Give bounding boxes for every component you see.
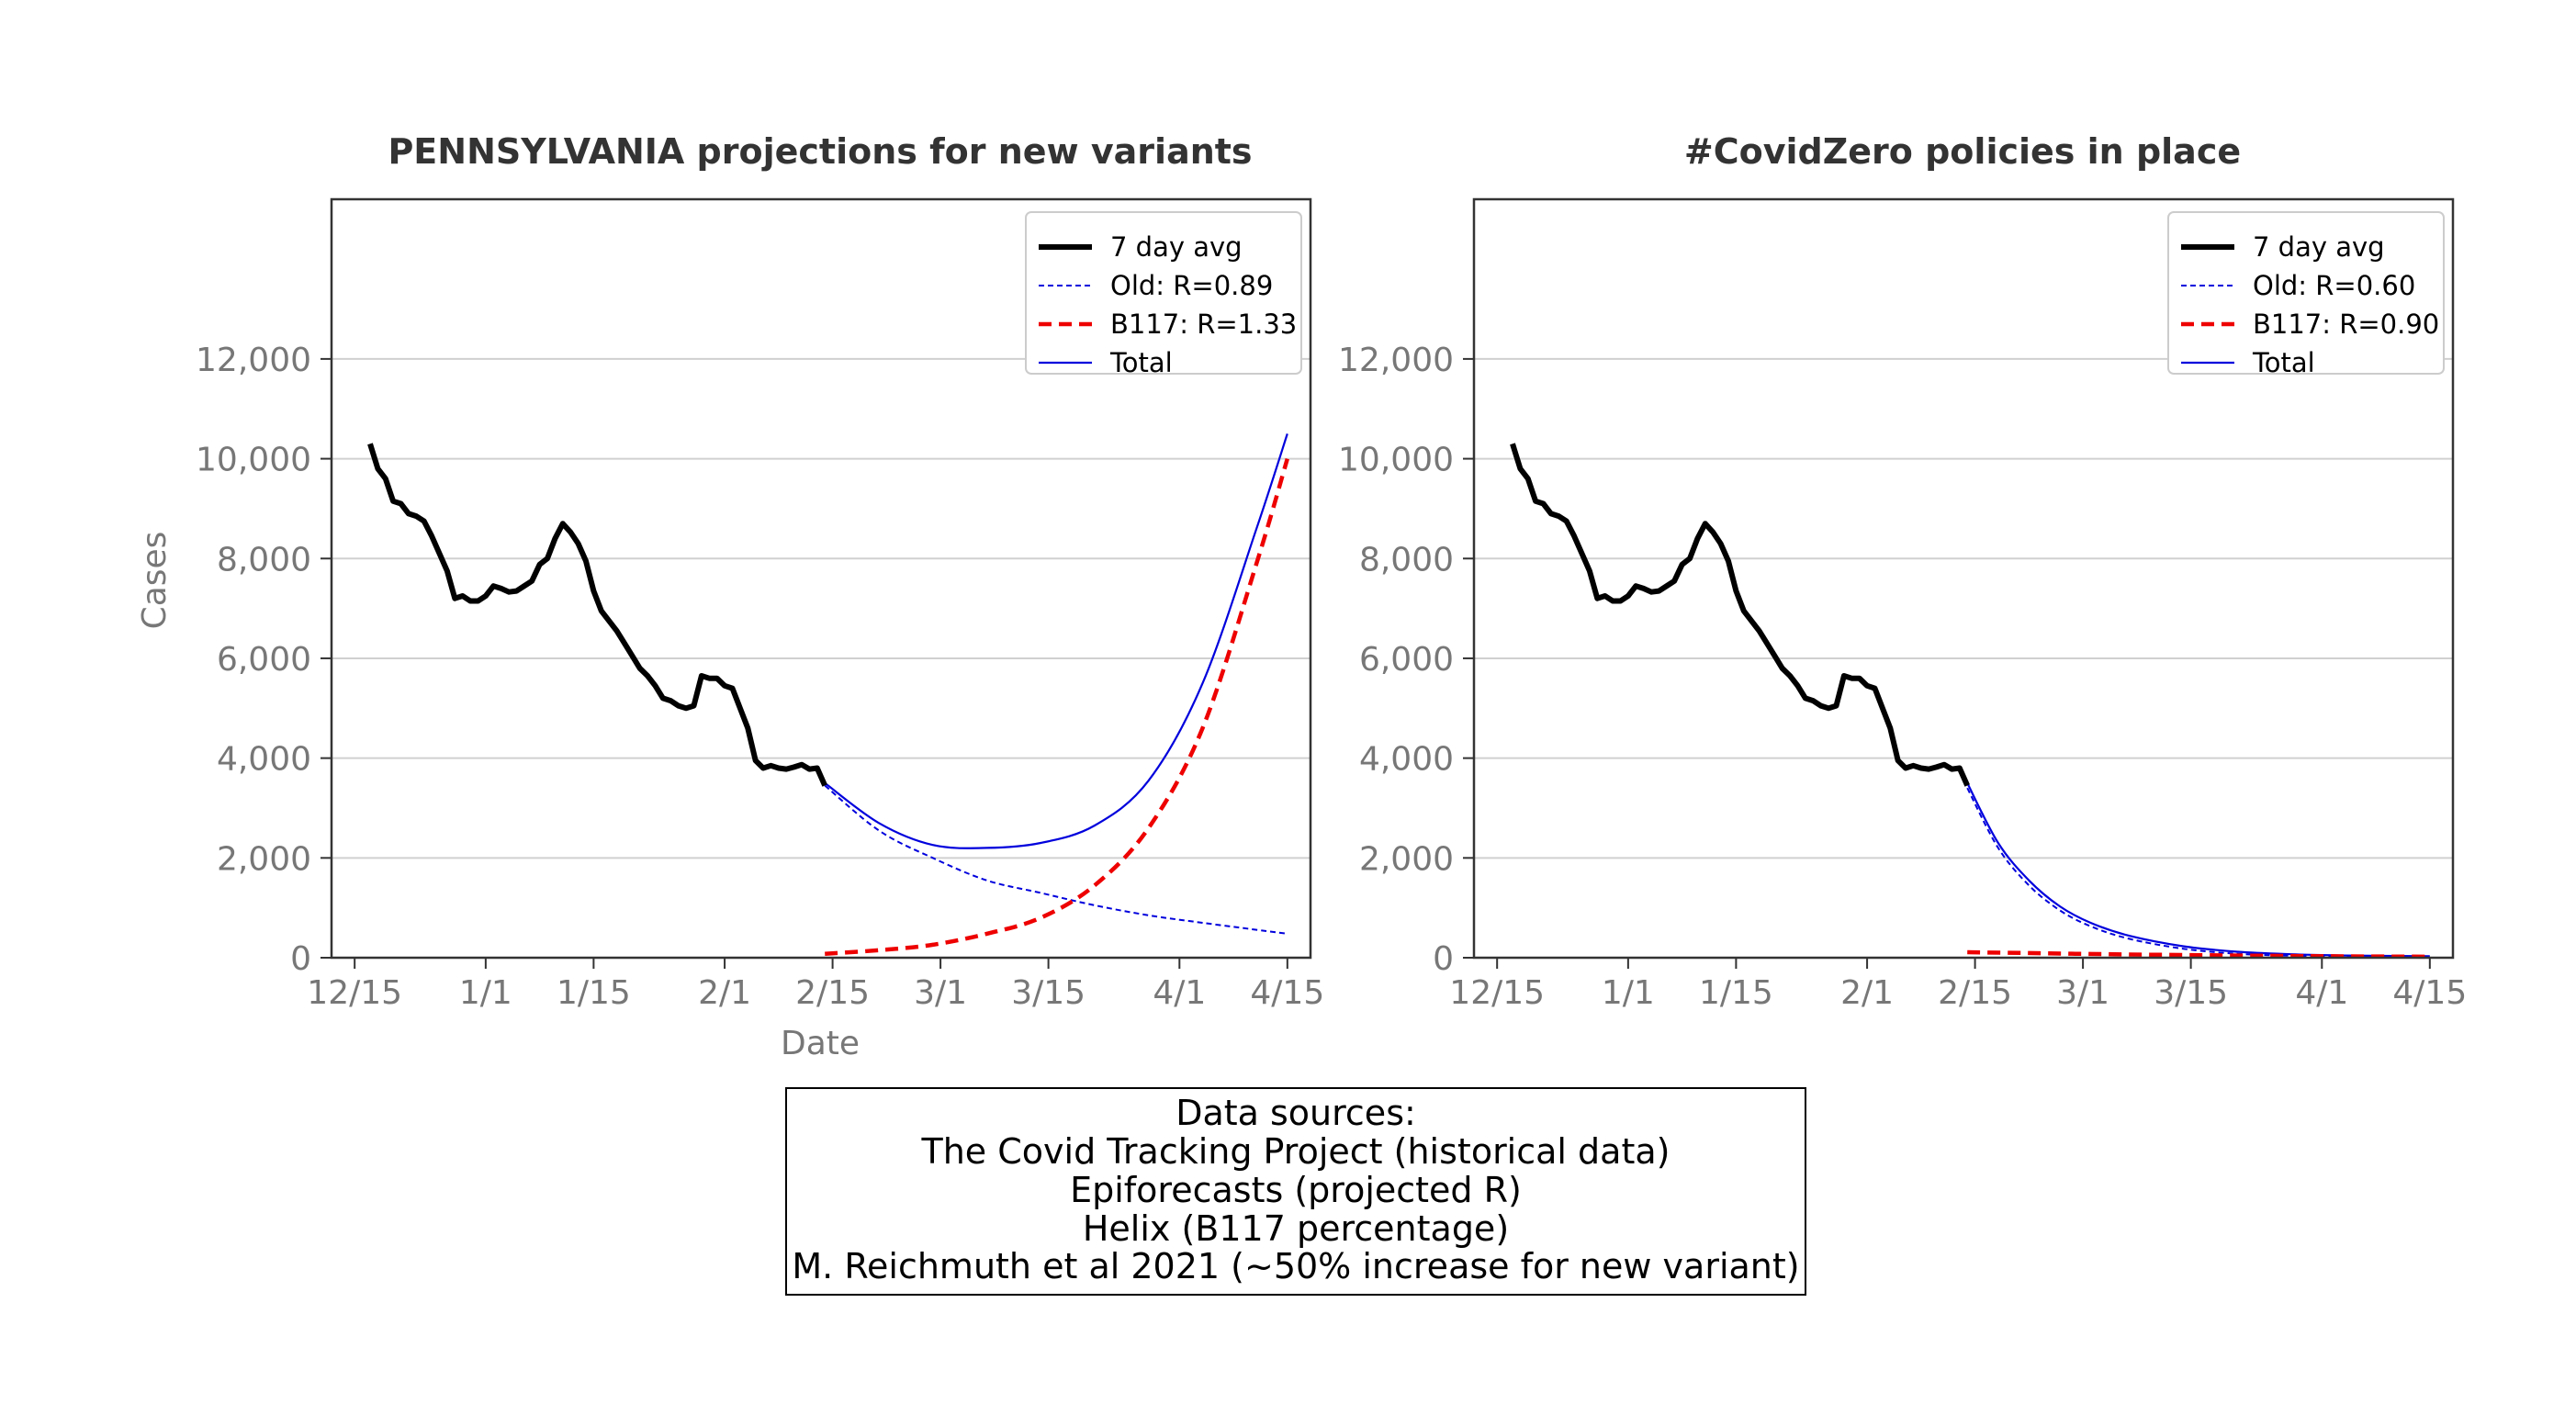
y-tick-label: 0 (1433, 940, 1454, 978)
legend-label: Old: R=0.60 (2253, 270, 2415, 301)
right-legend: 7 day avg Old: R=0.60 B117: R=0.90 Total (2167, 211, 2445, 378)
x-tick-label: 3/15 (2154, 974, 2228, 1012)
x-tick-label: 1/15 (557, 974, 631, 1012)
y-tick-label: 2,000 (217, 840, 311, 878)
x-tick-label: 4/1 (2295, 974, 2348, 1012)
series-line-b117 (825, 457, 1289, 956)
y-tick-label: 10,000 (196, 442, 311, 479)
x-tick-label: 3/15 (1011, 974, 1086, 1012)
y-tick-label: 4,000 (1359, 741, 1454, 779)
data-source-line: M. Reichmuth et al 2021 (~50% increase f… (792, 1246, 1799, 1286)
left-series (367, 433, 1289, 956)
x-tick-label: 12/15 (307, 974, 402, 1012)
y-tick-label: 12,000 (196, 342, 311, 379)
y-tick-label: 12,000 (1338, 342, 1454, 379)
left-chart-title: PENNSYLVANIA projections for new variant… (388, 131, 1252, 172)
y-tick-label: 4,000 (217, 741, 311, 779)
data-source-line: The Covid Tracking Project (historical d… (921, 1131, 1670, 1172)
right-x-axis: 12/15 1/1 1/15 2/1 2/15 3/1 3/15 4/1 4/15 (1449, 958, 2467, 1012)
y-tick-label: 10,000 (1338, 442, 1454, 479)
left-y-axis-label: Cases (136, 532, 174, 630)
legend-label: Total (2252, 347, 2315, 378)
right-y-axis: 0 2,000 4,000 6,000 8,000 10,000 12,000 (1338, 342, 1474, 978)
right-plot-frame (1472, 197, 2455, 960)
x-tick-label: 12/15 (1449, 974, 1545, 1012)
y-tick-label: 8,000 (1359, 541, 1454, 578)
legend-label: Old: R=0.89 (1110, 270, 1273, 301)
y-tick-label: 2,000 (1359, 840, 1454, 878)
data-sources-box: Data sources: The Covid Tracking Project… (785, 1087, 1806, 1296)
data-sources-frame (785, 1087, 1806, 1296)
legend-label: 7 day avg (1110, 231, 1243, 263)
data-sources-heading: Data sources: (1176, 1093, 1416, 1133)
x-tick-label: 1/15 (1699, 974, 1773, 1012)
x-tick-label: 2/15 (1938, 974, 2012, 1012)
x-tick-label: 3/1 (2056, 974, 2109, 1012)
series-line-7-day-avg (367, 443, 827, 787)
legend-frame (1025, 211, 1302, 375)
right-chart-title: #CovidZero policies in place (1684, 131, 2241, 172)
x-tick-label: 1/1 (1602, 974, 1655, 1012)
y-tick-label: 8,000 (217, 541, 311, 578)
data-source-line: Epiforecasts (projected R) (1070, 1170, 1522, 1210)
right-chart-panel: #CovidZero policies in place 12/15 1/1 1/1… (1338, 131, 2467, 1012)
y-tick-label: 6,000 (1359, 641, 1454, 679)
y-tick-label: 6,000 (217, 641, 311, 679)
left-legend: 7 day avg Old: R=0.89 B117: R=1.33 Total (1025, 211, 1302, 378)
legend-frame (2167, 211, 2445, 375)
series-line-b117 (1967, 949, 2430, 960)
left-gridlines (332, 357, 1310, 959)
x-tick-label: 4/15 (2392, 974, 2467, 1012)
left-chart-panel: PENNSYLVANIA projections for new variant… (136, 131, 1324, 1062)
right-gridlines (1474, 357, 2453, 959)
data-source-line: Helix (B117 percentage) (1083, 1208, 1509, 1249)
left-plot-frame (330, 197, 1312, 960)
x-tick-label: 4/1 (1153, 974, 1206, 1012)
x-tick-label: 4/15 (1250, 974, 1324, 1012)
x-tick-label: 2/1 (698, 974, 751, 1012)
left-y-axis: 0 2,000 4,000 6,000 8,000 10,000 12,000 (196, 342, 332, 978)
left-x-axis-label: Date (781, 1025, 860, 1062)
series-line-total (824, 433, 1288, 849)
legend-label: B117: R=0.90 (2253, 309, 2439, 340)
x-tick-label: 2/15 (795, 974, 870, 1012)
legend-label: Total (1109, 347, 1173, 378)
legend-label: 7 day avg (2253, 231, 2385, 263)
x-tick-label: 1/1 (459, 974, 512, 1012)
right-series (1510, 443, 2430, 960)
x-tick-label: 3/1 (914, 974, 967, 1012)
series-line-7-day-avg (1510, 443, 1970, 787)
series-line-old (824, 784, 1288, 935)
left-x-axis: 12/15 1/1 1/15 2/1 2/15 3/1 3/15 4/1 4/15 (307, 958, 1324, 1012)
x-tick-label: 2/1 (1840, 974, 1894, 1012)
series-line-total (1966, 782, 2430, 958)
legend-label: B117: R=1.33 (1110, 309, 1297, 340)
y-tick-label: 0 (290, 940, 311, 978)
series-line-old (1966, 787, 2430, 959)
